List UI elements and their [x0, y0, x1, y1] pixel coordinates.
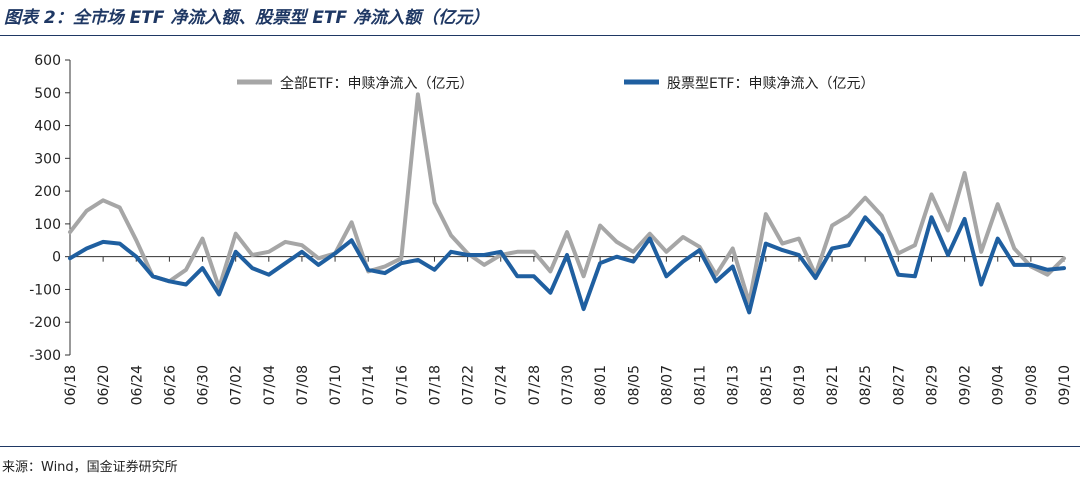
x-tick-label: 09/10: [1057, 365, 1073, 405]
x-tick-label: 07/08: [295, 365, 311, 405]
x-tick-label: 08/11: [693, 365, 709, 405]
x-tick-label: 09/04: [991, 365, 1007, 405]
x-tick-label: 07/10: [328, 365, 344, 405]
y-tick-label: 0: [52, 250, 61, 266]
x-tick-label: 08/01: [593, 365, 609, 405]
x-tick-label: 07/14: [361, 365, 377, 405]
x-tick-label: 08/07: [659, 365, 675, 405]
x-tick-label: 07/04: [262, 365, 278, 405]
x-tick-label: 07/28: [527, 365, 543, 405]
y-tick-label: -100: [29, 282, 61, 298]
y-tick-label: 300: [34, 151, 61, 167]
x-tick-label: 06/26: [162, 365, 178, 405]
x-tick-label: 08/27: [891, 365, 907, 405]
y-tick-label: 200: [34, 184, 61, 200]
chart-title: 图表 2：全市场 ETF 净流入额、股票型 ETF 净流入额（亿元）: [4, 8, 490, 28]
x-tick-label: 09/02: [958, 365, 974, 405]
x-tick-label: 07/30: [560, 365, 576, 405]
legend-label-all-etf: 全部ETF：申赎净流入（亿元）: [280, 75, 473, 92]
x-tick-label: 07/16: [394, 365, 410, 405]
x-tick-label: 07/24: [494, 365, 510, 405]
x-tick-label: 07/18: [427, 365, 443, 405]
x-tick-label: 08/15: [759, 365, 775, 405]
x-tick-label: 09/08: [1024, 365, 1040, 405]
series-line-all-etf: [68, 92, 1066, 305]
series-line-stock-etf: [68, 215, 1066, 315]
x-tick-label: 08/21: [825, 365, 841, 405]
x-tick-label: 08/25: [858, 365, 874, 405]
legend-label-stock-etf: 股票型ETF：申赎净流入（亿元）: [667, 75, 874, 92]
y-tick-label: -300: [29, 348, 61, 364]
x-tick-label: 08/19: [792, 365, 808, 405]
y-tick-label: 400: [34, 119, 61, 135]
source-note: 来源：Wind，国金证券研究所: [2, 460, 178, 475]
x-tick-label: 08/05: [626, 365, 642, 405]
x-tick-label: 06/24: [129, 365, 145, 405]
source-divider: [0, 446, 1080, 447]
title-divider: [0, 35, 1080, 36]
x-tick-label: 08/13: [726, 365, 742, 405]
y-tick-label: 600: [34, 53, 61, 69]
x-tick-label: 08/29: [924, 365, 940, 405]
y-tick-label: -200: [29, 315, 61, 331]
y-tick-label: 500: [34, 86, 61, 102]
x-tick-label: 06/18: [63, 365, 79, 405]
x-tick-label: 07/02: [229, 365, 245, 405]
x-tick-label: 06/30: [196, 365, 212, 405]
y-tick-label: 100: [34, 217, 61, 233]
x-tick-label: 07/22: [461, 365, 477, 405]
x-tick-label: 06/20: [96, 365, 112, 405]
